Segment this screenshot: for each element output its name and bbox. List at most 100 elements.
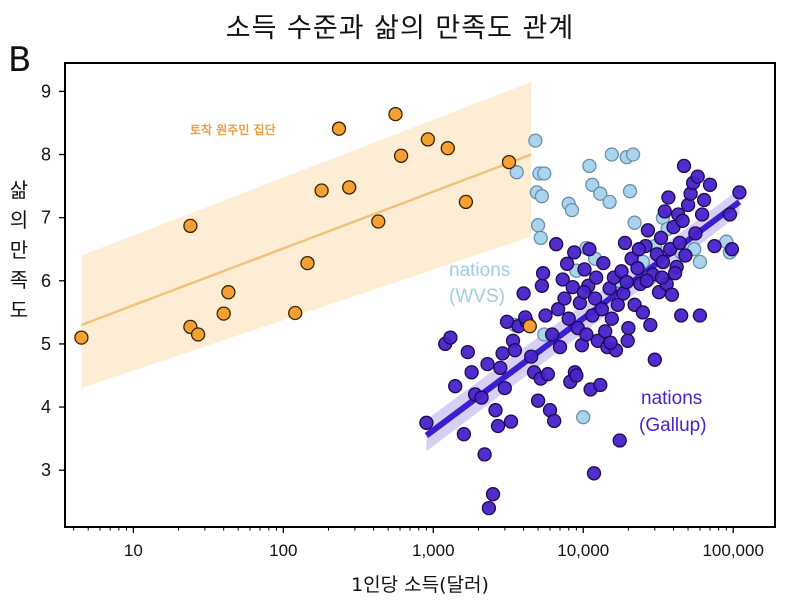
data-point: [653, 230, 669, 246]
y-tick-label: 7: [41, 208, 51, 228]
data-point: [593, 186, 608, 201]
data-point: [547, 413, 562, 429]
data-point: [495, 346, 510, 361]
data-point: [667, 266, 683, 281]
data-point: [460, 344, 475, 360]
data-point: [688, 226, 703, 241]
plot-frame: [64, 62, 776, 528]
data-point: [533, 230, 548, 246]
data-point: [464, 365, 479, 380]
data-point: [635, 305, 651, 320]
data-point: [692, 308, 708, 323]
data-point: [544, 327, 560, 342]
data-point: [593, 377, 608, 393]
y-tick-label: 8: [41, 145, 51, 165]
data-point: [540, 367, 555, 382]
data-point: [448, 379, 463, 394]
data-point: [530, 218, 546, 233]
data-point: [507, 343, 523, 358]
data-point: [537, 166, 552, 181]
data-point: [630, 261, 645, 276]
data-point: [522, 319, 537, 334]
data-point: [497, 380, 512, 396]
data-point: [732, 185, 747, 200]
data-point: [458, 194, 474, 210]
x-tick-label: 10,000: [557, 541, 609, 560]
data-point: [534, 189, 550, 204]
data-point: [516, 286, 531, 301]
data-point: [596, 255, 611, 271]
data-point: [419, 415, 434, 430]
data-point: [481, 500, 497, 516]
data-point: [627, 215, 642, 230]
data-point: [692, 254, 708, 270]
data-point: [587, 291, 603, 306]
data-point: [501, 154, 517, 170]
data-point: [589, 270, 604, 285]
data-point: [661, 190, 676, 205]
data-point: [690, 169, 705, 184]
data-point: [672, 235, 687, 251]
data-point: [534, 278, 550, 293]
data-point: [617, 235, 633, 251]
data-point: [559, 256, 575, 271]
data-point: [564, 202, 580, 218]
data-point: [440, 141, 455, 156]
data-point: [555, 272, 570, 287]
data-point: [676, 158, 692, 174]
data-point: [420, 132, 436, 147]
data-point: [569, 368, 584, 383]
data-point: [579, 327, 594, 342]
confidence-band-0: [81, 81, 532, 389]
y-axis-label: 삶의 만족도: [9, 178, 29, 322]
data-point: [456, 427, 472, 442]
data-point: [388, 106, 403, 122]
data-point: [567, 245, 582, 260]
annotation-wvs: nations: [449, 260, 510, 281]
data-point: [577, 262, 592, 277]
y-tick-label: 3: [41, 460, 51, 480]
data-point: [696, 192, 712, 208]
data-point: [620, 333, 635, 348]
data-point: [722, 207, 738, 222]
data-point: [509, 165, 524, 180]
x-tick-label: 100: [269, 541, 297, 560]
data-point: [694, 207, 710, 222]
annotation-gallup: nations: [641, 388, 702, 409]
data-point: [654, 270, 670, 285]
data-point: [221, 285, 236, 300]
data-point: [604, 147, 619, 162]
data-point: [474, 390, 489, 405]
data-point: [655, 254, 671, 270]
data-point: [480, 356, 495, 372]
data-point: [621, 320, 636, 336]
data-point: [477, 447, 492, 462]
data-point: [576, 410, 591, 425]
data-point: [639, 273, 654, 288]
annotation-indigenous: 토착 원주민 집단: [190, 122, 276, 137]
annotation-wvs-line2: (WVS): [449, 286, 505, 307]
data-point: [371, 214, 386, 229]
data-point: [549, 237, 564, 252]
data-point: [342, 180, 357, 195]
data-point: [443, 330, 458, 345]
data-point: [538, 308, 553, 323]
x-tick-label: 100,000: [702, 541, 763, 560]
data-point: [594, 302, 609, 317]
data-point: [602, 194, 617, 210]
x-tick-label: 1,000: [412, 541, 455, 560]
data-point: [288, 305, 303, 321]
data-point: [604, 311, 619, 326]
data-point: [488, 403, 503, 418]
data-point: [300, 255, 315, 271]
data-point: [183, 218, 198, 234]
data-point: [582, 242, 597, 257]
data-point: [586, 466, 602, 481]
x-axis-label: 1인당 소득(달러): [351, 574, 489, 596]
data-point: [640, 223, 656, 238]
panel-label: B: [8, 40, 32, 80]
data-point: [561, 311, 576, 326]
data-point: [664, 287, 680, 302]
y-tick-label: 6: [41, 271, 51, 291]
data-point: [331, 121, 347, 136]
